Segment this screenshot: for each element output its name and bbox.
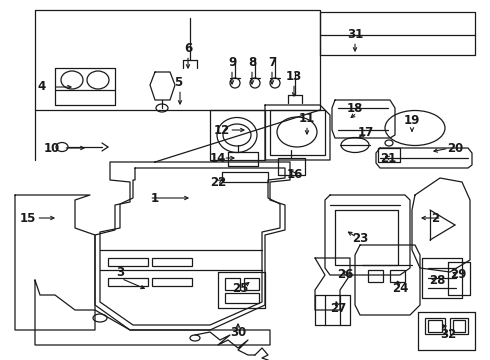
Text: 32: 32 [440,328,456,342]
Bar [152,258,192,266]
Bar [108,258,148,266]
Text: 15: 15 [20,211,36,225]
Bar [244,278,259,290]
Bar [225,278,240,290]
Text: 10: 10 [44,141,60,154]
Text: 9: 9 [228,55,236,68]
Bar [428,320,442,332]
Bar [425,318,445,334]
Bar [225,293,259,303]
Text: 4: 4 [38,81,46,94]
Text: 14: 14 [210,152,226,165]
Text: 16: 16 [287,168,303,181]
Text: 22: 22 [210,175,226,189]
Text: 5: 5 [174,76,182,89]
Text: 31: 31 [347,28,363,41]
Bar [390,270,405,282]
Text: 24: 24 [392,282,408,294]
Text: 30: 30 [230,325,246,338]
Text: 1: 1 [151,192,159,204]
Text: 23: 23 [352,231,368,244]
Bar [368,270,383,282]
Text: 12: 12 [214,123,230,136]
Text: 26: 26 [337,269,353,282]
Text: 3: 3 [116,266,124,279]
Bar [152,278,192,286]
Text: 11: 11 [299,112,315,125]
Text: 27: 27 [330,302,346,315]
Text: 6: 6 [184,41,192,54]
Text: 20: 20 [447,141,463,154]
Bar [453,320,465,332]
Bar [450,318,468,334]
Text: 21: 21 [380,152,396,165]
Text: 2: 2 [431,211,439,225]
Text: 8: 8 [248,55,256,68]
Text: 29: 29 [450,269,466,282]
Text: 19: 19 [404,113,420,126]
Text: 18: 18 [347,102,363,114]
Text: 17: 17 [358,126,374,139]
Bar [108,278,148,286]
Text: 7: 7 [268,55,276,68]
Text: 13: 13 [286,69,302,82]
Text: 25: 25 [232,282,248,294]
Text: 28: 28 [429,274,445,287]
